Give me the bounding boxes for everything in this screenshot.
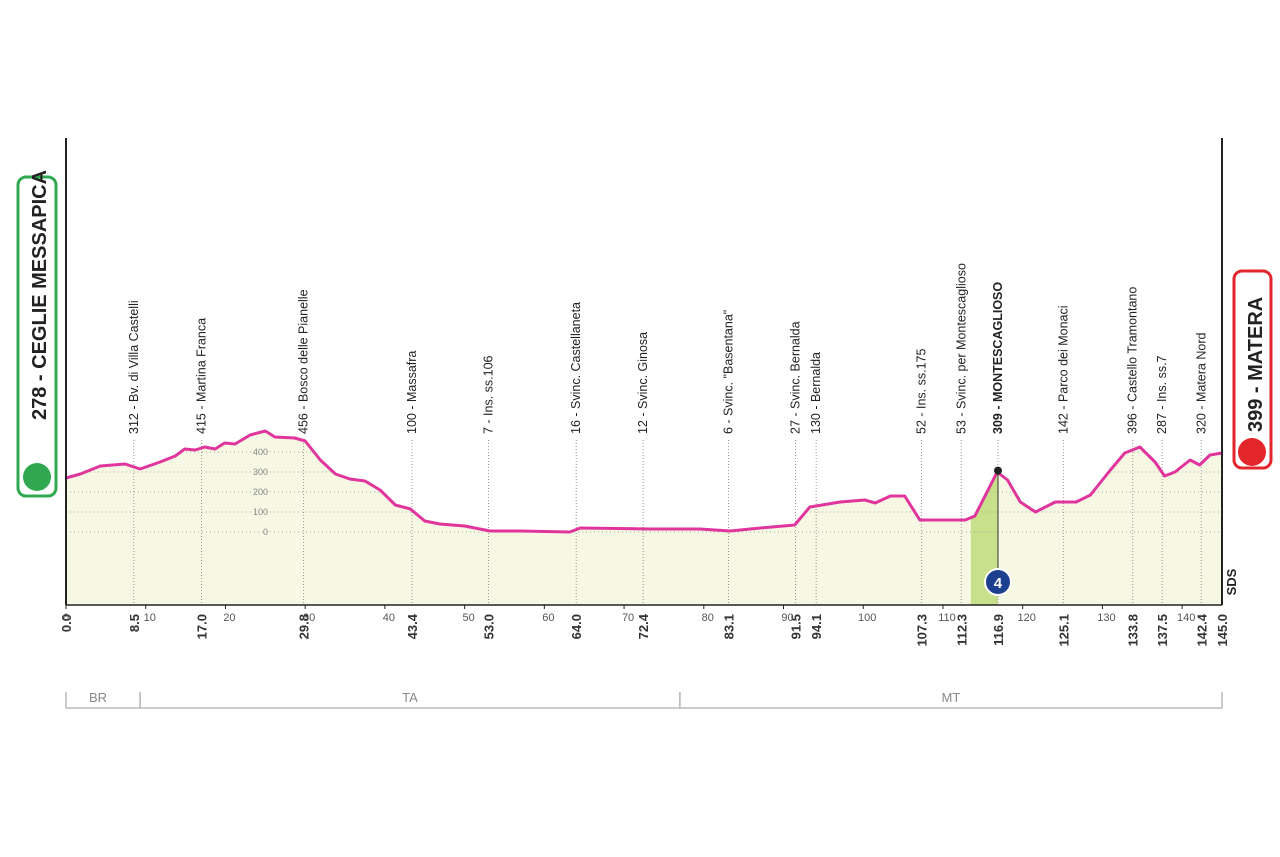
x-tick-label: 0 (63, 612, 69, 624)
x-tick-label: 30 (303, 612, 315, 624)
x-tick-label: 140 (1177, 612, 1195, 624)
waypoint-label: 53 - Svinc. per Montescaglioso (954, 263, 968, 434)
x-tick-label: 100 (858, 612, 876, 624)
waypoint-label: 7 - Ins. ss.106 (482, 355, 496, 434)
km-label: 72.4 (636, 613, 651, 639)
km-label: 145.0 (1215, 614, 1230, 647)
km-label: 8.5 (127, 614, 142, 632)
finish-box (1232, 269, 1273, 470)
waypoint-label: 396 - Castello Tramontano (1126, 287, 1140, 434)
waypoint-label: 100 - Massafra (405, 351, 419, 434)
y-tick-label: 300 (253, 467, 268, 477)
km-label: 116.9 (991, 614, 1006, 646)
finish-icon (1238, 438, 1266, 466)
start-icon (23, 463, 51, 491)
km-label: 94.1 (809, 614, 824, 639)
km-label: 91.5 (788, 614, 803, 639)
x-tick-label: 20 (223, 612, 235, 624)
profile-fill (66, 431, 1222, 605)
km-label: 0.0 (59, 614, 74, 632)
km-label: 64.0 (569, 614, 584, 639)
km-label: 142.4 (1194, 613, 1209, 646)
km-label: 133.8 (1126, 614, 1141, 647)
region-label: TA (402, 690, 418, 705)
waypoint-label: 309 - MONTESCAGLIOSO (991, 282, 1005, 434)
profile-line (65, 429, 1223, 534)
climb-category: 4 (994, 575, 1003, 592)
km-label: 107.3 (914, 614, 929, 647)
x-tick-label: 50 (462, 612, 474, 624)
waypoint-label: 6 - Svinc. "Basentana" (722, 310, 736, 434)
x-tick-label: 10 (144, 612, 156, 624)
grid (66, 451, 1222, 533)
y-tick-label: 0 (263, 527, 268, 537)
x-tick-label: 60 (542, 612, 554, 624)
region-label: BR (89, 690, 107, 705)
x-tick-label: 130 (1097, 612, 1115, 624)
climb-dot (993, 466, 1002, 475)
waypoint-label: 456 - Bosco delle Pianelle (297, 289, 311, 434)
finish-label: 399 - MATERA (1245, 297, 1267, 432)
waypoint-label: 415 - Martina Franca (195, 318, 209, 434)
x-tick-label: 110 (938, 612, 956, 624)
km-label: 125.1 (1056, 614, 1071, 647)
x-tick-label: 90 (781, 612, 793, 624)
x-tick-label: 80 (702, 612, 714, 624)
waypoint-label: 142 - Parco dei Monaci (1056, 305, 1070, 434)
climb-badge (983, 568, 1012, 596)
y-tick-label: 400 (253, 447, 268, 457)
x-tick-label: 120 (1018, 612, 1036, 624)
logo: SDS (1224, 568, 1239, 595)
region-bracket (679, 692, 1223, 709)
km-label: 112.3 (954, 614, 969, 646)
km-label: 137.5 (1155, 614, 1170, 647)
km-label: 29.8 (297, 614, 312, 639)
km-label: 43.4 (405, 613, 420, 639)
start-box (16, 175, 58, 498)
x-tick-label: 40 (383, 612, 395, 624)
y-tick-label: 200 (253, 487, 268, 497)
waypoint-label: 52 - Ins. ss.175 (914, 348, 928, 434)
waypoint-label: 320 - Matera Nord (1194, 333, 1208, 434)
waypoint-label: 16 - Svinc. Castellaneta (569, 302, 583, 434)
km-label: 83.1 (722, 614, 737, 639)
waypoint-label: 27 - Svinc. Bernalda (788, 321, 802, 434)
region-label: MT (942, 690, 961, 705)
start-label: 278 - CEGLIE MESSAPICA (29, 170, 51, 420)
km-label: 53.0 (482, 614, 497, 639)
x-tick-label: 70 (622, 612, 634, 624)
waypoint-label: 130 - Bernalda (809, 352, 823, 434)
km-label: 17.0 (195, 614, 210, 639)
waypoint-label: 312 - Bv. di Villa Castelli (127, 300, 141, 434)
waypoint-label: 287 - Ins. ss.7 (1155, 355, 1169, 434)
waypoint-label: 12 - Svinc. Ginosa (636, 332, 650, 434)
y-tick-label: 100 (253, 507, 268, 517)
